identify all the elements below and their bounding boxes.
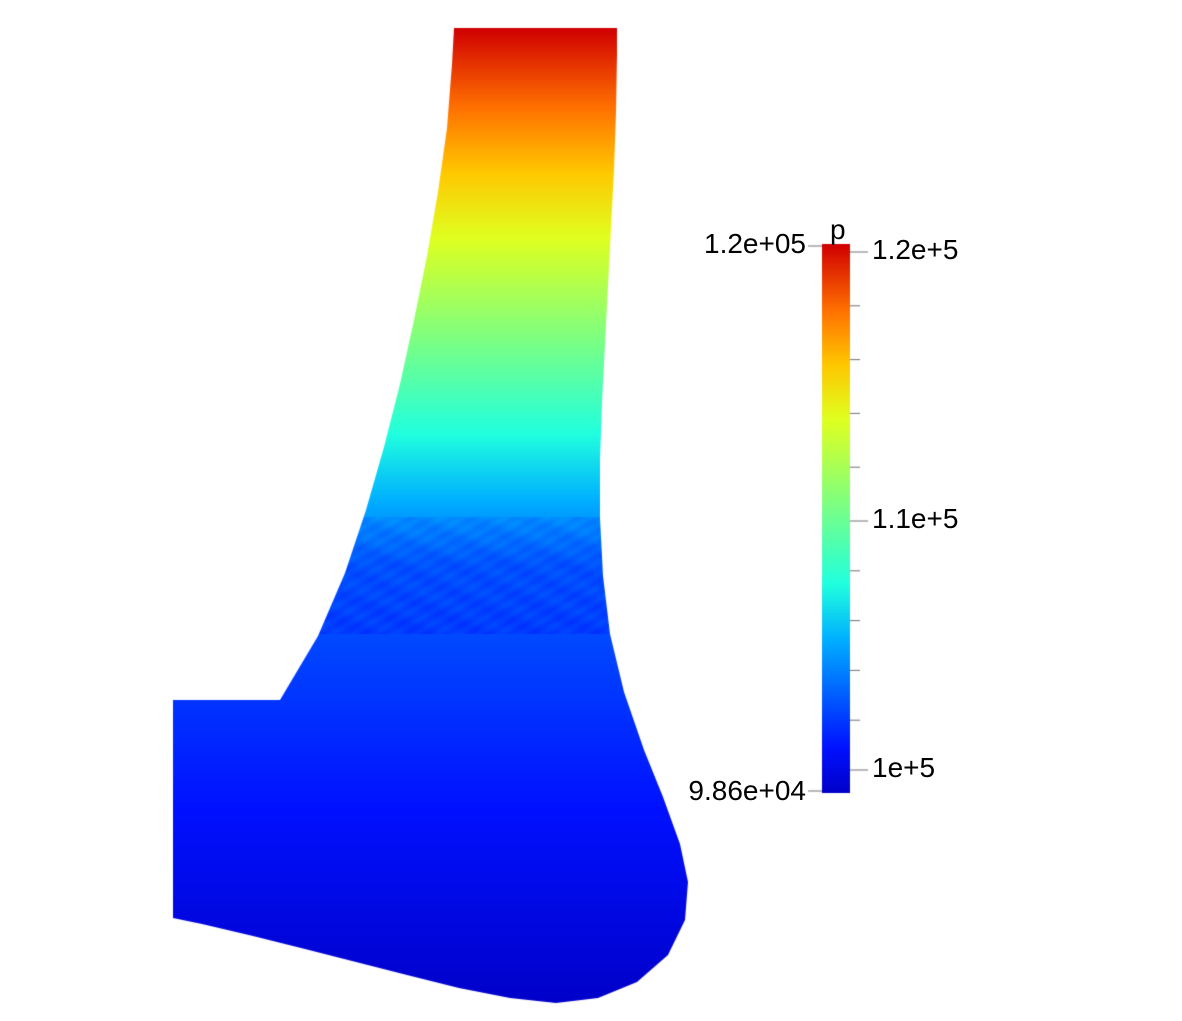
legend-title: p xyxy=(830,214,846,246)
legend-tick-label: 1e+5 xyxy=(872,752,935,784)
legend-range-max: 1.2e+05 xyxy=(704,228,806,260)
contour-plot xyxy=(0,0,1182,1021)
legend-tick-label: 1.2e+5 xyxy=(872,234,958,266)
legend-range-min: 9.86e+04 xyxy=(688,775,806,807)
legend-tick-label: 1.1e+5 xyxy=(872,503,958,535)
